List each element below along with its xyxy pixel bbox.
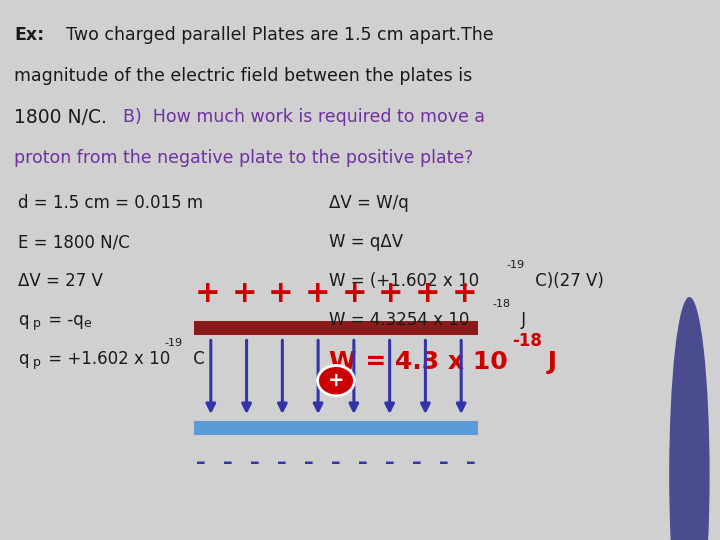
Text: W = (+1.602 x 10: W = (+1.602 x 10	[330, 272, 480, 290]
Text: Two charged parallel Plates are 1.5 cm apart.The: Two charged parallel Plates are 1.5 cm a…	[55, 26, 494, 44]
Text: B)  How much work is required to move a: B) How much work is required to move a	[112, 108, 485, 126]
Text: p: p	[33, 318, 41, 330]
Text: J: J	[539, 350, 557, 374]
Text: -18: -18	[492, 299, 511, 309]
Text: C: C	[189, 350, 205, 368]
Text: +: +	[268, 279, 294, 308]
Text: Ex:: Ex:	[14, 26, 45, 44]
Bar	[194, 421, 477, 435]
Text: –: –	[385, 453, 395, 471]
Text: = -q: = -q	[43, 311, 84, 329]
Text: ΔV = 27 V: ΔV = 27 V	[19, 272, 104, 290]
Text: +: +	[305, 279, 330, 308]
Text: –: –	[439, 453, 449, 471]
Text: = +1.602 x 10: = +1.602 x 10	[43, 350, 171, 368]
Text: +: +	[378, 279, 404, 308]
Text: –: –	[304, 453, 314, 471]
Text: +: +	[194, 279, 220, 308]
Text: C)(27 V): C)(27 V)	[531, 272, 604, 290]
Text: p: p	[33, 356, 41, 369]
Text: e: e	[83, 318, 91, 330]
Text: J: J	[516, 311, 526, 329]
Text: +: +	[451, 279, 477, 308]
Text: d = 1.5 cm = 0.015 m: d = 1.5 cm = 0.015 m	[19, 194, 204, 212]
Text: W = 4.3 x 10: W = 4.3 x 10	[330, 350, 508, 374]
Text: E = 1800 N/C: E = 1800 N/C	[19, 233, 130, 251]
Text: –: –	[467, 453, 476, 471]
Text: -18: -18	[513, 333, 542, 350]
Text: –: –	[223, 453, 233, 471]
Text: q: q	[19, 350, 29, 368]
Bar	[194, 321, 477, 335]
Text: +: +	[341, 279, 367, 308]
Text: –: –	[250, 453, 260, 471]
Text: W = qΔV: W = qΔV	[330, 233, 403, 251]
Text: +: +	[415, 279, 441, 308]
Text: –: –	[331, 453, 341, 471]
Text: 1800 N/C.: 1800 N/C.	[14, 108, 107, 127]
Text: –: –	[413, 453, 422, 471]
Text: ΔV = W/q: ΔV = W/q	[330, 194, 409, 212]
Text: q: q	[19, 311, 29, 329]
Text: +: +	[328, 371, 344, 390]
Text: -19: -19	[506, 260, 524, 270]
Circle shape	[669, 297, 710, 540]
Text: –: –	[358, 453, 368, 471]
Text: –: –	[196, 453, 206, 471]
Text: W = 4.3254 x 10: W = 4.3254 x 10	[330, 311, 469, 329]
Text: –: –	[277, 453, 287, 471]
Text: proton from the negative plate to the positive plate?: proton from the negative plate to the po…	[14, 149, 474, 167]
Text: -19: -19	[165, 338, 183, 348]
Text: +: +	[231, 279, 257, 308]
Circle shape	[318, 366, 354, 396]
Text: magnitude of the electric field between the plates is: magnitude of the electric field between …	[14, 67, 473, 85]
